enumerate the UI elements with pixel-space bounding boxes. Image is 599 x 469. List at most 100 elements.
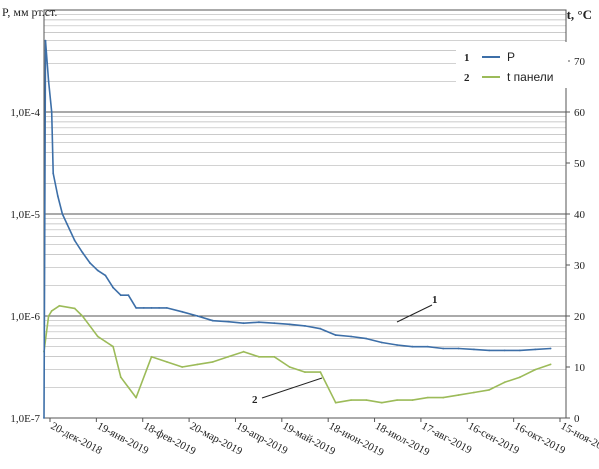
- data-point: [66, 223, 68, 225]
- x-tick-label: 20-дек-2018: [49, 420, 105, 457]
- data-point: [411, 345, 414, 348]
- x-tick-label: 16-сен-2019: [466, 420, 522, 457]
- right-tick-label: 60: [574, 107, 586, 119]
- data-point: [44, 39, 47, 42]
- right-tick-label: 10: [574, 362, 586, 374]
- data-point: [50, 111, 53, 113]
- data-point: [411, 399, 414, 401]
- data-point: [50, 310, 53, 312]
- annotation-2-leader: [261, 377, 323, 399]
- x-tick-label: 19-апр-2019: [234, 420, 290, 457]
- data-point: [334, 401, 337, 404]
- data-point: [212, 319, 214, 322]
- data-point: [488, 349, 491, 352]
- data-point: [534, 348, 537, 351]
- data-point: [96, 269, 99, 272]
- data-point: [503, 349, 506, 352]
- data-point: [380, 401, 383, 404]
- data-point: [519, 376, 521, 379]
- left-tick-label: 1,0E-4: [10, 107, 40, 119]
- data-point: [488, 389, 491, 391]
- data-point: [227, 355, 230, 358]
- data-point: [104, 274, 107, 277]
- data-point: [212, 361, 214, 363]
- series-line: [43, 39, 551, 419]
- right-tick-label: 40: [574, 209, 586, 221]
- data-point: [196, 363, 199, 366]
- series-t-panel: [43, 304, 552, 404]
- x-tick-label: 15-ноя-2019: [559, 420, 599, 457]
- data-point: [89, 262, 91, 264]
- data-point: [457, 394, 460, 396]
- data-point: [288, 366, 291, 368]
- data-point: [58, 304, 61, 307]
- x-tick-label: 19-янв-2019: [95, 420, 151, 457]
- data-point: [334, 334, 337, 336]
- data-point: [181, 366, 184, 368]
- data-point: [242, 350, 245, 353]
- data-point: [473, 391, 475, 394]
- annotation-1: 1: [432, 294, 438, 306]
- data-point: [350, 399, 352, 401]
- data-point: [43, 417, 45, 419]
- data-point: [304, 371, 306, 373]
- data-point: [89, 325, 91, 328]
- left-tick-label: 1,0E-7: [10, 413, 40, 425]
- series-p: [43, 39, 552, 419]
- data-point: [396, 399, 398, 401]
- data-point: [503, 381, 506, 384]
- data-point: [47, 315, 50, 317]
- x-axis-ticks: 20-дек-201819-янв-201918-фев-201920-мар-…: [49, 418, 599, 459]
- data-point: [426, 345, 429, 348]
- left-axis-label: P, мм рт.ст.: [2, 5, 57, 19]
- annotations: 1 2: [252, 294, 438, 406]
- data-point: [534, 368, 537, 371]
- data-point: [52, 172, 55, 175]
- data-point: [119, 376, 122, 379]
- data-point: [365, 337, 368, 340]
- left-tick-label: 1,0E-5: [10, 209, 40, 221]
- data-point: [112, 345, 114, 348]
- data-point: [396, 344, 398, 346]
- annotation-2: 2: [252, 394, 258, 406]
- data-point: [196, 315, 199, 317]
- data-point: [258, 321, 260, 324]
- legend: 1 P 2 t панели: [456, 42, 568, 88]
- data-point: [273, 322, 276, 325]
- data-point: [273, 355, 276, 358]
- data-point: [73, 307, 76, 310]
- data-point: [112, 286, 114, 289]
- legend-label-t: t панели: [507, 70, 553, 84]
- legend-label-p: P: [507, 50, 515, 64]
- right-tick-label: 0: [574, 413, 580, 425]
- x-tick-label: 16-окт-2019: [512, 420, 567, 457]
- data-point: [150, 307, 153, 309]
- series-line: [43, 304, 551, 404]
- right-tick-label: 20: [574, 311, 586, 323]
- data-point: [47, 80, 50, 83]
- data-point: [104, 340, 107, 343]
- data-point: [181, 310, 184, 313]
- right-tick-label: 70: [574, 56, 586, 68]
- data-point: [127, 386, 130, 389]
- left-tick-label: 1,0E-6: [10, 311, 40, 323]
- data-point: [165, 361, 168, 363]
- data-point: [549, 347, 552, 350]
- data-point: [135, 307, 138, 309]
- data-point: [73, 239, 76, 242]
- right-tick-label: 50: [574, 158, 586, 170]
- left-axis-ticks: 1,0E-7 1,0E-6 1,0E-5 1,0E-4: [10, 107, 40, 425]
- data-point: [142, 307, 145, 309]
- right-tick-label: 30: [574, 260, 586, 272]
- data-point: [227, 320, 230, 323]
- data-point: [457, 347, 460, 350]
- data-point: [119, 294, 122, 297]
- data-point: [442, 396, 445, 399]
- legend-number-2: 2: [464, 72, 470, 84]
- data-point: [165, 307, 168, 309]
- data-point: [549, 363, 552, 366]
- data-point: [350, 335, 352, 338]
- data-point: [242, 322, 245, 325]
- legend-box: [456, 42, 568, 88]
